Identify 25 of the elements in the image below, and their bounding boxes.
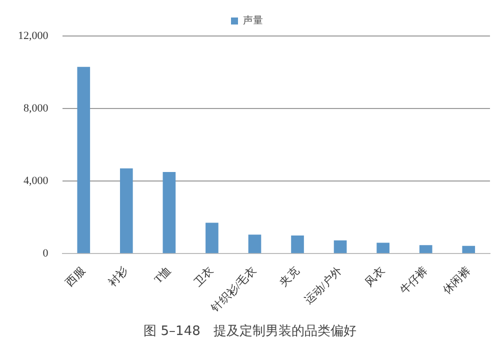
- bar: [462, 246, 476, 254]
- bar: [120, 168, 133, 254]
- y-tick-label: 12,000: [18, 30, 49, 42]
- bar: [162, 172, 176, 254]
- bar: [419, 245, 432, 254]
- legend-label: 声量: [243, 14, 263, 27]
- x-tick-label: 夹克: [276, 264, 302, 290]
- y-tick-label: 0: [42, 248, 49, 260]
- x-tick-label: 卫衣: [191, 264, 216, 290]
- bar: [248, 234, 262, 254]
- bar: [206, 222, 218, 254]
- x-tick-label: 休闲裤: [440, 264, 473, 297]
- caption: 图 5–148 提及定制男装的品类偏好: [142, 323, 358, 340]
- x-tick-label: T恤: [152, 264, 174, 286]
- bar: [77, 66, 90, 254]
- bar: [376, 242, 390, 254]
- x-tick-label: 风衣: [362, 264, 388, 290]
- y-tick-label: 4,000: [24, 174, 49, 187]
- x-tick-label: 运动/户外: [302, 264, 344, 307]
- x-tick-label: 西服: [64, 264, 88, 290]
- y-tick-label: 8,000: [24, 102, 49, 114]
- x-tick-label: 牛仔裤: [397, 264, 430, 297]
- bar: [334, 240, 347, 254]
- bar: [291, 235, 304, 254]
- x-tick-label: 衬衫: [106, 264, 131, 290]
